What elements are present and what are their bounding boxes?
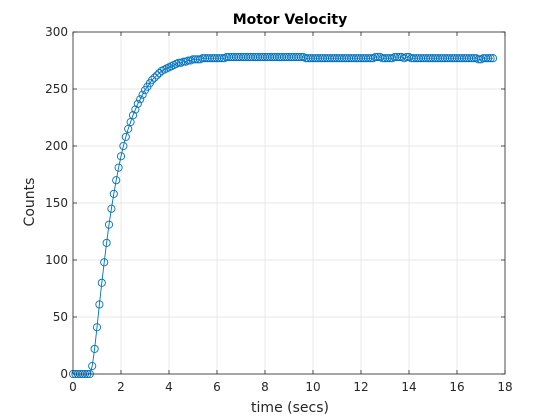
x-axis-label: time (secs) bbox=[251, 400, 329, 416]
y-tick-label: 100 bbox=[45, 253, 68, 267]
y-tick-label: 50 bbox=[53, 310, 68, 324]
y-tick-label: 300 bbox=[45, 25, 68, 39]
x-tick-label: 16 bbox=[449, 380, 464, 394]
x-tick-label: 8 bbox=[261, 380, 269, 394]
x-tick-label: 4 bbox=[165, 380, 173, 394]
x-tick-label: 2 bbox=[117, 380, 125, 394]
x-tick-label: 10 bbox=[305, 380, 320, 394]
y-tick-label: 250 bbox=[45, 82, 68, 96]
y-tick-label: 200 bbox=[45, 139, 68, 153]
x-tick-label: 12 bbox=[353, 380, 368, 394]
y-tick-label: 150 bbox=[45, 196, 68, 210]
x-tick-label: 18 bbox=[497, 380, 512, 394]
x-tick-label: 6 bbox=[213, 380, 221, 394]
x-tick-label: 14 bbox=[401, 380, 416, 394]
chart-title: Motor Velocity bbox=[233, 12, 348, 28]
y-tick-label: 0 bbox=[60, 367, 68, 381]
x-tick-label: 0 bbox=[69, 380, 77, 394]
y-axis-label: Counts bbox=[22, 178, 38, 227]
